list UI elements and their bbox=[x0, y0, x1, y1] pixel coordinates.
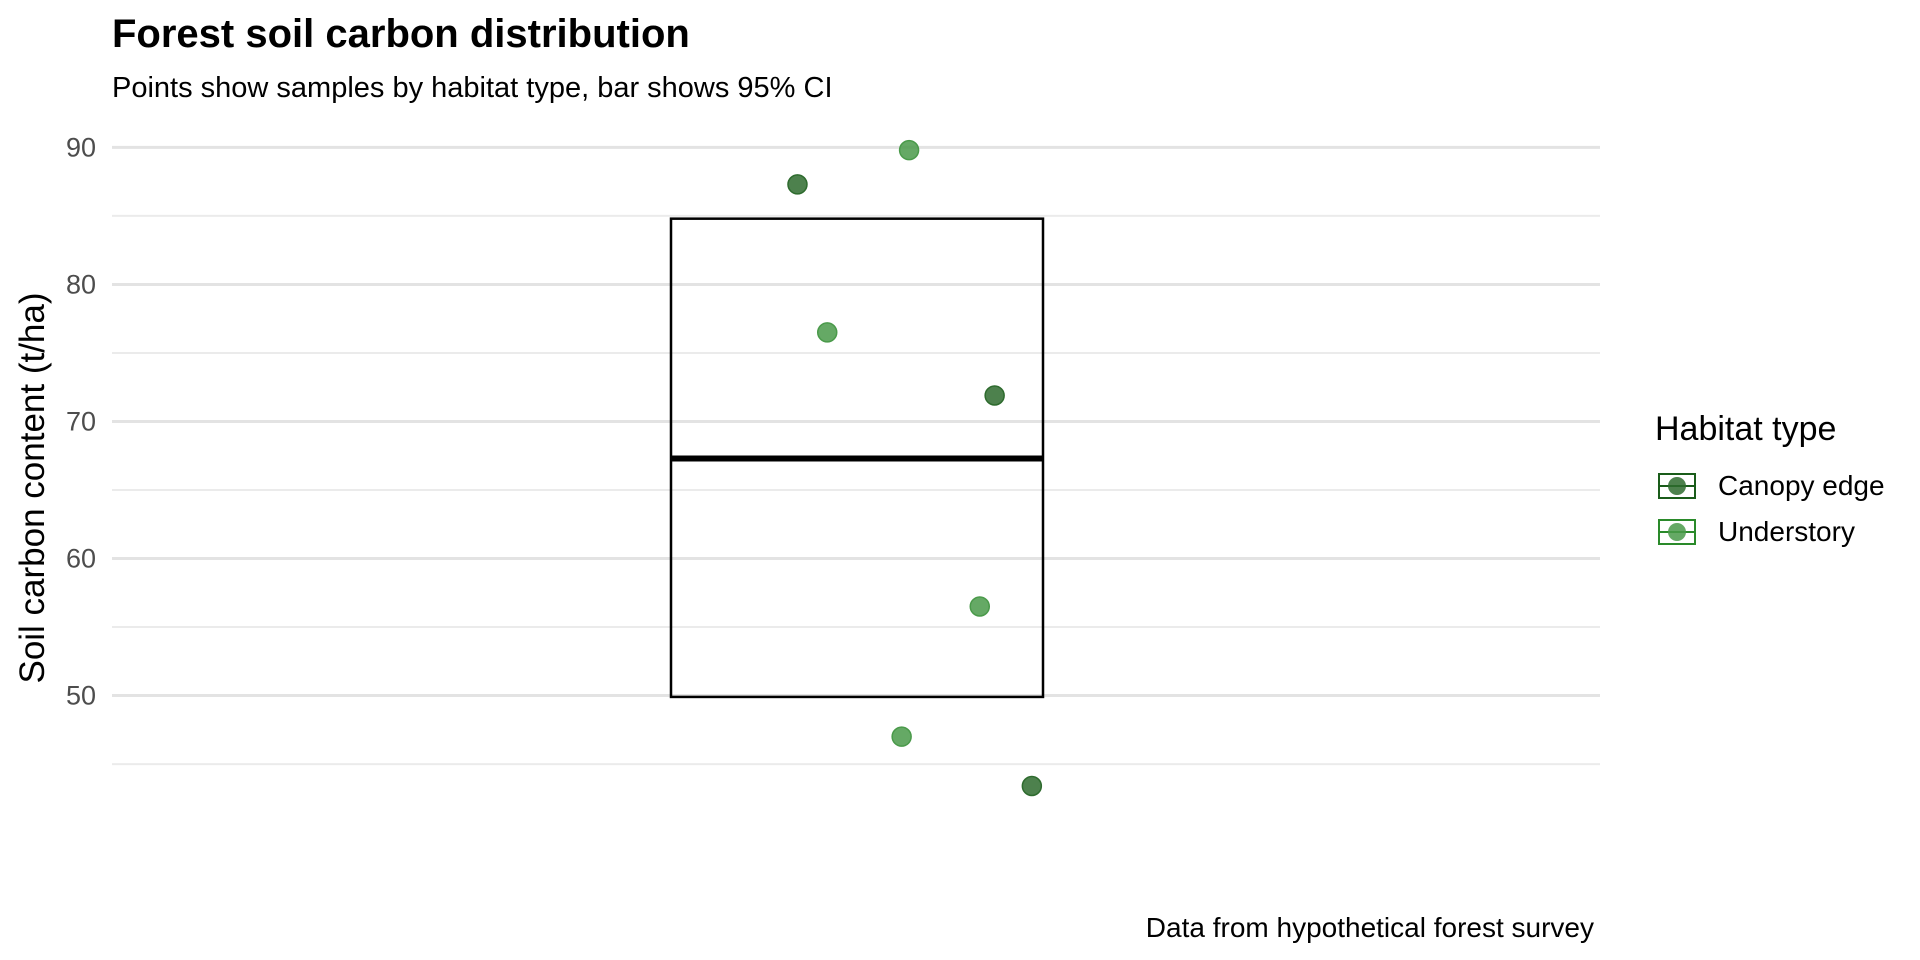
legend-item-understory: Understory bbox=[1655, 509, 1885, 555]
data-point-canopy-edge bbox=[984, 385, 1005, 406]
y-tick-label: 90 bbox=[66, 132, 96, 162]
data-point-understory bbox=[816, 322, 838, 343]
y-axis-title: Soil carbon content (t/ha) bbox=[13, 292, 52, 683]
legend-label-understory: Understory bbox=[1718, 516, 1855, 547]
data-point-understory bbox=[891, 726, 912, 747]
legend-label-canopy-edge: Canopy edge bbox=[1718, 470, 1885, 501]
chart-subtitle: Points show samples by habitat type, bar… bbox=[112, 72, 833, 104]
chart-caption: Data from hypothetical forest survey bbox=[1145, 912, 1594, 943]
ci-box-layer bbox=[669, 217, 1045, 699]
grid-layer bbox=[112, 145, 1600, 766]
legend-key-understory bbox=[1658, 519, 1696, 545]
y-tick-label: 70 bbox=[66, 406, 96, 436]
points-layer bbox=[787, 139, 1043, 797]
data-point-understory bbox=[969, 596, 991, 617]
data-point-understory bbox=[898, 139, 920, 161]
y-axis: 50 60 70 80 90 bbox=[66, 132, 96, 710]
legend-item-canopy-edge: Canopy edge bbox=[1655, 463, 1885, 509]
legend-title: Habitat type bbox=[1655, 410, 1837, 448]
chart-title: Forest soil carbon distribution bbox=[112, 12, 690, 56]
y-tick-label: 50 bbox=[66, 681, 96, 711]
legend-key-canopy-edge bbox=[1658, 473, 1696, 499]
y-tick-label: 80 bbox=[66, 269, 96, 299]
y-tick-label: 60 bbox=[66, 544, 96, 574]
data-point-canopy-edge bbox=[1021, 775, 1043, 797]
data-point-canopy-edge bbox=[787, 174, 808, 195]
legend: Habitat type Canopy edge Understory bbox=[1655, 410, 1885, 555]
